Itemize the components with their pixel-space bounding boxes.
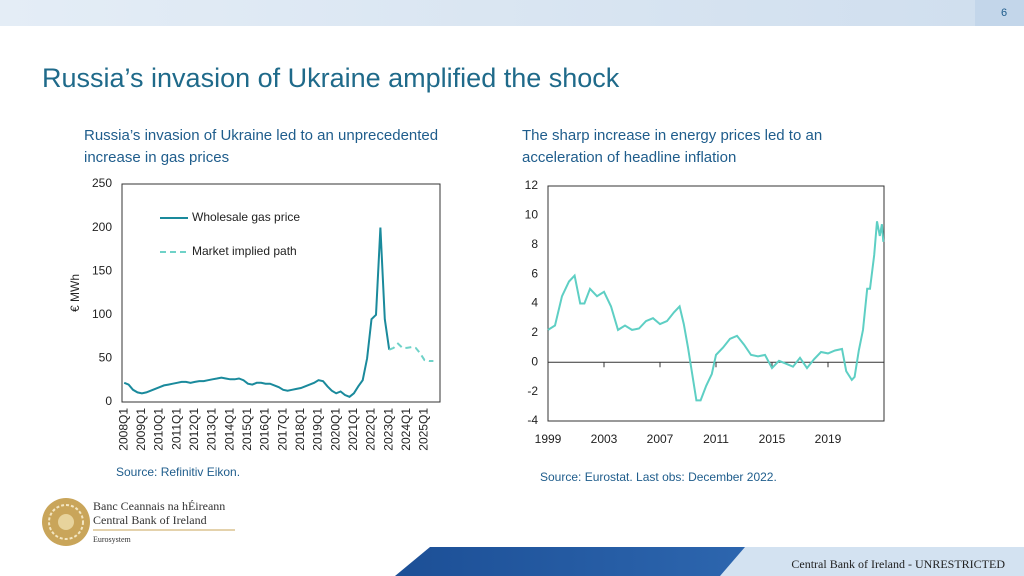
y-tick-label: 0: [105, 394, 112, 408]
x-tick-label: 2012Q1: [187, 408, 201, 451]
x-tick-label: 2021Q1: [346, 408, 360, 451]
x-tick-label: 2025Q1: [417, 408, 431, 451]
y-tick-label: 10: [525, 208, 539, 222]
x-tick-label: 2014Q1: [222, 408, 236, 451]
series-line: [388, 342, 434, 362]
y-tick-label: 4: [531, 296, 538, 310]
x-tick-label: 2010Q1: [152, 408, 166, 451]
x-tick-label: 2024Q1: [399, 408, 413, 451]
y-tick-label: -2: [527, 384, 538, 398]
x-tick-label: 1999: [535, 432, 562, 446]
page-tab: [975, 0, 1024, 26]
y-tick-label: 0: [531, 354, 538, 368]
logo: Banc Ceannais na hÉireann Central Bank o…: [42, 498, 235, 546]
logo-irish: Banc Ceannais na hÉireann: [93, 499, 225, 513]
x-tick-label: 2017Q1: [275, 408, 289, 451]
x-tick-label: 2015Q1: [240, 408, 254, 451]
chart-title: The sharp increase in energy prices led …: [522, 127, 823, 166]
page-number: 6: [1001, 7, 1007, 19]
slide-title: Russia’s invasion of Ukraine amplified t…: [42, 63, 620, 93]
x-tick-label: 2022Q1: [364, 408, 378, 451]
x-tick-label: 2016Q1: [258, 408, 272, 451]
y-tick-label: 2: [531, 325, 538, 339]
y-tick-label: 8: [531, 237, 538, 251]
y-tick-label: 150: [92, 263, 112, 277]
top-band: [0, 0, 1024, 26]
x-tick-label: 2020Q1: [328, 408, 342, 451]
series-line: [547, 221, 885, 402]
x-tick-label: 2019Q1: [311, 408, 325, 451]
y-tick-label: 200: [92, 220, 112, 234]
y-tick-label: 50: [99, 351, 113, 365]
series-line: [123, 227, 391, 398]
footer-text: Central Bank of Ireland - UNRESTRICTED: [791, 557, 1005, 571]
logo-ring: [48, 504, 84, 540]
x-tick-label: 2008Q1: [116, 408, 130, 451]
x-tick-label: 2019: [815, 432, 842, 446]
plot-frame: [547, 185, 885, 422]
x-tick-label: 2013Q1: [205, 408, 219, 451]
y-tick-label: 6: [531, 266, 538, 280]
chart-source: Source: Eurostat. Last obs: December 202…: [540, 470, 777, 484]
logo-english: Central Bank of Ireland: [93, 513, 207, 527]
y-axis-label: € MWh: [68, 274, 82, 312]
y-tick-label: 12: [525, 178, 539, 192]
x-tick-label: 2011: [703, 432, 729, 446]
x-tick-label: 2018Q1: [293, 408, 307, 451]
logo-core: [58, 514, 74, 530]
x-tick-label: 2023Q1: [381, 408, 395, 451]
y-tick-label: -4: [527, 413, 538, 427]
y-tick-label: 100: [92, 307, 112, 321]
footer-panel: [720, 547, 1024, 576]
legend-label: Market implied path: [192, 244, 297, 258]
x-tick-label: 2009Q1: [134, 408, 148, 451]
x-tick-label: 2003: [591, 432, 618, 446]
x-tick-label: 2015: [759, 432, 786, 446]
plot-frame: [121, 183, 441, 403]
x-tick-label: 2007: [647, 432, 674, 446]
x-tick-label: 2011Q1: [169, 408, 183, 450]
y-tick-label: 250: [92, 176, 112, 190]
chart-source: Source: Refinitiv Eikon.: [116, 465, 241, 479]
legend-label: Wholesale gas price: [192, 210, 300, 224]
logo-eurosystem: Eurosystem: [93, 535, 132, 544]
chart-title: Russia’s invasion of Ukraine led to an u…: [84, 127, 439, 166]
